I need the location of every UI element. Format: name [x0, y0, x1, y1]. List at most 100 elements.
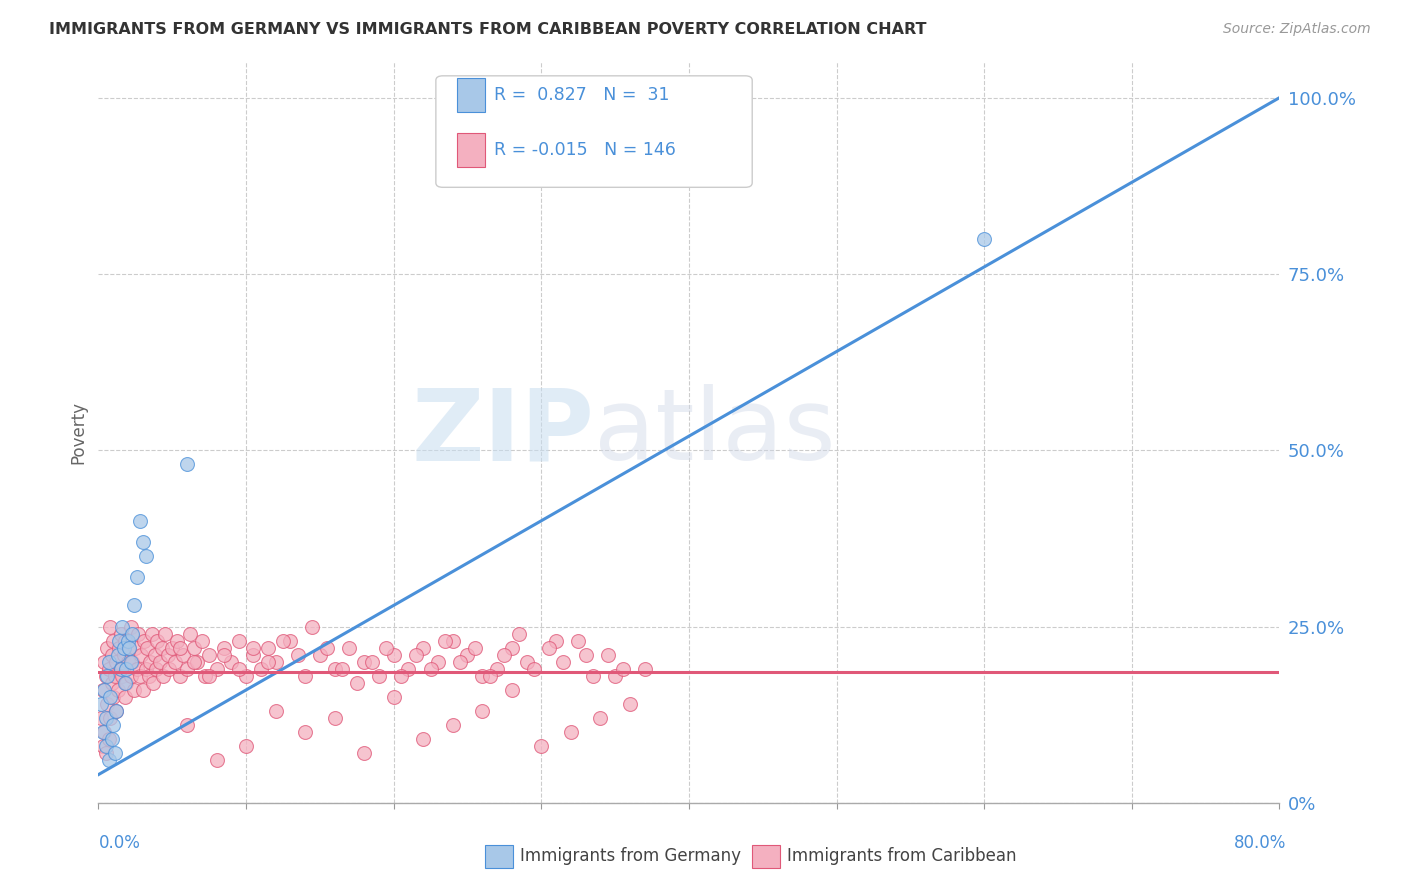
Point: [546, 633, 568, 648]
Point: [97, 754, 120, 768]
Point: [523, 662, 546, 676]
Point: [271, 633, 294, 648]
Point: [103, 690, 125, 704]
Text: Immigrants from Caribbean: Immigrants from Caribbean: [787, 847, 1017, 865]
Point: [125, 570, 148, 584]
Point: [112, 648, 135, 662]
Point: [100, 732, 122, 747]
Point: [212, 648, 235, 662]
Point: [125, 662, 148, 676]
Point: [122, 599, 145, 613]
Point: [107, 683, 129, 698]
Point: [396, 662, 419, 676]
Point: [138, 669, 160, 683]
Text: Source: ZipAtlas.com: Source: ZipAtlas.com: [1223, 22, 1371, 37]
Point: [146, 633, 169, 648]
Point: [104, 747, 127, 761]
Text: R =  0.827   N =  31: R = 0.827 N = 31: [494, 86, 669, 103]
Point: [117, 633, 139, 648]
Text: 0.0%: 0.0%: [98, 834, 141, 852]
Point: [156, 648, 179, 662]
Point: [179, 626, 201, 640]
Text: 80.0%: 80.0%: [1234, 834, 1286, 852]
Point: [100, 648, 122, 662]
Point: [132, 683, 155, 698]
Point: [464, 640, 486, 655]
Point: [165, 655, 187, 669]
Point: [176, 718, 198, 732]
Point: [128, 669, 150, 683]
Point: [117, 655, 139, 669]
Point: [633, 662, 655, 676]
Point: [142, 676, 165, 690]
Point: [90, 711, 112, 725]
Point: [412, 640, 434, 655]
Point: [323, 711, 346, 725]
Point: [427, 655, 450, 669]
Point: [330, 662, 353, 676]
Point: [120, 655, 142, 669]
Point: [228, 662, 250, 676]
Point: [172, 648, 194, 662]
Point: [97, 732, 120, 747]
Point: [186, 655, 208, 669]
Point: [94, 739, 117, 754]
Point: [264, 655, 287, 669]
Point: [91, 725, 114, 739]
Point: [471, 704, 494, 718]
Point: [582, 669, 605, 683]
Point: [149, 655, 172, 669]
Point: [96, 640, 118, 655]
Point: [96, 669, 118, 683]
Point: [198, 669, 221, 683]
Point: [294, 725, 316, 739]
Point: [157, 662, 180, 676]
Point: [91, 683, 114, 698]
Point: [108, 640, 131, 655]
Point: [112, 640, 135, 655]
Point: [97, 662, 120, 676]
Point: [128, 514, 150, 528]
Point: [94, 669, 117, 683]
Point: [501, 683, 523, 698]
Point: [98, 711, 121, 725]
Point: [198, 648, 221, 662]
Point: [127, 626, 149, 640]
Point: [323, 662, 346, 676]
Point: [382, 648, 405, 662]
Point: [560, 725, 582, 739]
Point: [309, 648, 332, 662]
Point: [94, 711, 117, 725]
Point: [132, 535, 155, 549]
Point: [508, 626, 530, 640]
Point: [242, 648, 264, 662]
Point: [264, 704, 287, 718]
Point: [120, 619, 142, 633]
Point: [553, 655, 575, 669]
Point: [169, 640, 191, 655]
Point: [153, 626, 176, 640]
Point: [412, 732, 434, 747]
Point: [353, 655, 375, 669]
Point: [93, 655, 115, 669]
Point: [176, 662, 198, 676]
Point: [494, 648, 516, 662]
Text: IMMIGRANTS FROM GERMANY VS IMMIGRANTS FROM CARIBBEAN POVERTY CORRELATION CHART: IMMIGRANTS FROM GERMANY VS IMMIGRANTS FR…: [49, 22, 927, 37]
Point: [105, 655, 128, 669]
Point: [100, 676, 122, 690]
Point: [973, 232, 995, 246]
Point: [353, 747, 375, 761]
Text: Immigrants from Germany: Immigrants from Germany: [520, 847, 741, 865]
Point: [456, 648, 478, 662]
Point: [339, 640, 360, 655]
Point: [96, 697, 118, 711]
Point: [368, 669, 391, 683]
Point: [567, 633, 589, 648]
Point: [145, 662, 167, 676]
Point: [419, 662, 441, 676]
Point: [93, 725, 115, 739]
Point: [118, 640, 141, 655]
Point: [124, 640, 146, 655]
Point: [478, 669, 501, 683]
Point: [115, 676, 138, 690]
